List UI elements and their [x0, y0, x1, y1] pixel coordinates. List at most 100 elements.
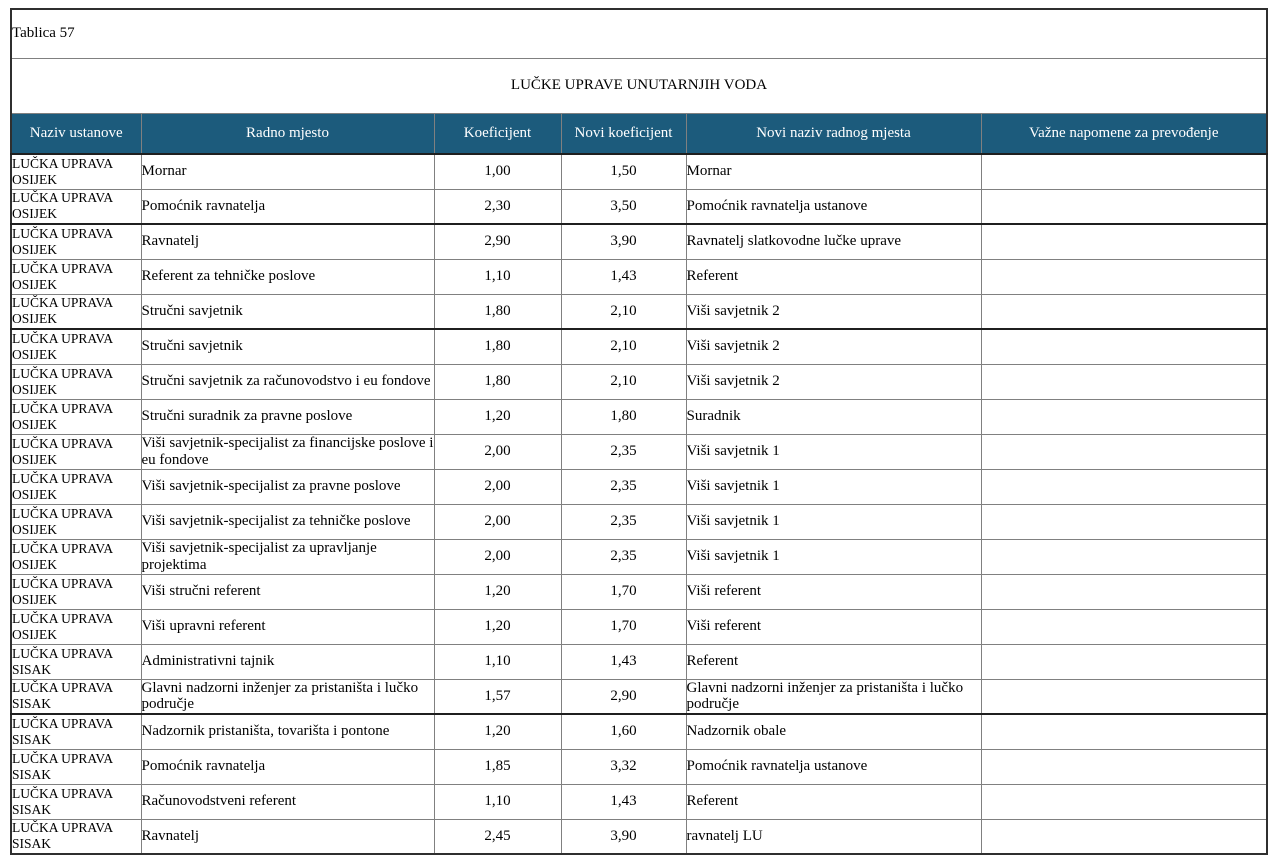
new-coefficient-cell: 2,35: [560, 468, 687, 505]
new-job-title-cell: Viši savjetnik 2: [685, 328, 982, 365]
institution-cell: LUČKA UPRAVA OSIJEK: [10, 573, 142, 610]
coefficient-cell: 1,00: [433, 153, 562, 190]
coefficient-cell: 1,20: [433, 398, 562, 435]
table-label-row: Tablica 57: [10, 8, 1268, 59]
table-row: LUČKA UPRAVA SISAK Administrativni tajnik…: [10, 643, 1268, 680]
notes-cell: [980, 258, 1268, 295]
new-job-title-cell: Viši referent: [685, 573, 982, 610]
institution-cell: LUČKA UPRAVA SISAK: [10, 678, 142, 716]
new-coefficient-cell: 3,50: [560, 188, 687, 225]
coefficient-cell: 1,80: [433, 293, 562, 330]
job-title-cell: Ravnatelj: [140, 818, 435, 855]
job-title-cell: Viši savjetnik-specijalist za financijsk…: [140, 433, 435, 470]
institution-cell: LUČKA UPRAVA SISAK: [10, 643, 142, 680]
notes-cell: [980, 363, 1268, 400]
new-job-title-cell: Viši savjetnik 1: [685, 468, 982, 505]
coefficient-cell: 1,20: [433, 608, 562, 645]
table-label: Tablica 57: [10, 8, 1268, 59]
table-row: LUČKA UPRAVA OSIJEK Stručni savjetnik za …: [10, 363, 1268, 400]
institution-cell: LUČKA UPRAVA OSIJEK: [10, 433, 142, 470]
new-coefficient-cell: 2,35: [560, 503, 687, 540]
table-row: LUČKA UPRAVA OSIJEK Stručni savjetnik 1,80…: [10, 293, 1268, 330]
table-row: LUČKA UPRAVA SISAK Pomoćnik ravnatelja 1,8…: [10, 748, 1268, 785]
column-header-radno-mjesto: Radno mjesto: [140, 112, 435, 155]
new-job-title-cell: Viši savjetnik 2: [685, 293, 982, 330]
job-title-cell: Viši savjetnik-specijalist za tehničke p…: [140, 503, 435, 540]
new-job-title-cell: Glavni nadzorni inženjer za pristaništa …: [685, 678, 982, 716]
new-coefficient-cell: 1,43: [560, 643, 687, 680]
notes-cell: [980, 433, 1268, 470]
new-job-title-cell: Suradnik: [685, 398, 982, 435]
new-coefficient-cell: 2,10: [560, 363, 687, 400]
table-row: LUČKA UPRAVA SISAK Nadzornik pristaništa,…: [10, 713, 1268, 750]
notes-cell: [980, 328, 1268, 365]
institution-cell: LUČKA UPRAVA OSIJEK: [10, 258, 142, 295]
notes-cell: [980, 643, 1268, 680]
coefficient-cell: 1,10: [433, 643, 562, 680]
new-job-title-cell: Referent: [685, 258, 982, 295]
notes-cell: [980, 608, 1268, 645]
new-coefficient-cell: 2,35: [560, 433, 687, 470]
institution-cell: LUČKA UPRAVA OSIJEK: [10, 398, 142, 435]
coefficient-cell: 2,30: [433, 188, 562, 225]
new-job-title-cell: Viši savjetnik 1: [685, 433, 982, 470]
institution-cell: LUČKA UPRAVA OSIJEK: [10, 223, 142, 260]
notes-cell: [980, 678, 1268, 716]
coefficient-cell: 1,20: [433, 713, 562, 750]
institution-cell: LUČKA UPRAVA OSIJEK: [10, 363, 142, 400]
table-row: LUČKA UPRAVA OSIJEK Viši savjetnik-specij…: [10, 503, 1268, 540]
job-title-cell: Mornar: [140, 153, 435, 190]
job-title-cell: Stručni savjetnik: [140, 328, 435, 365]
column-header-naziv-ustanove: Naziv ustanove: [10, 112, 142, 155]
conversion-table: Tablica 57 LUČKE UPRAVE UNUTARNJIH VODA …: [10, 8, 1268, 856]
job-title-cell: Nadzornik pristaništa, tovarišta i ponto…: [140, 713, 435, 750]
institution-cell: LUČKA UPRAVA OSIJEK: [10, 468, 142, 505]
coefficient-cell: 2,00: [433, 538, 562, 575]
new-coefficient-cell: 2,10: [560, 328, 687, 365]
column-header-napomene: Važne napomene za prevođenje: [980, 112, 1268, 155]
job-title-cell: Računovodstveni referent: [140, 783, 435, 820]
new-coefficient-cell: 1,70: [560, 608, 687, 645]
coefficient-cell: 1,20: [433, 573, 562, 610]
column-header-novi-koeficijent: Novi koeficijent: [560, 112, 687, 155]
coefficient-cell: 2,00: [433, 433, 562, 470]
job-title-cell: Glavni nadzorni inženjer za pristaništa …: [140, 678, 435, 716]
coefficient-cell: 2,45: [433, 818, 562, 855]
notes-cell: [980, 573, 1268, 610]
job-title-cell: Viši upravni referent: [140, 608, 435, 645]
new-job-title-cell: Viši savjetnik 2: [685, 363, 982, 400]
institution-cell: LUČKA UPRAVA OSIJEK: [10, 608, 142, 645]
institution-cell: LUČKA UPRAVA OSIJEK: [10, 538, 142, 575]
new-coefficient-cell: 1,43: [560, 783, 687, 820]
new-job-title-cell: Ravnatelj slatkovodne lučke uprave: [685, 223, 982, 260]
job-title-cell: Viši stručni referent: [140, 573, 435, 610]
notes-cell: [980, 468, 1268, 505]
job-title-cell: Viši savjetnik-specijalist za upravljanj…: [140, 538, 435, 575]
new-coefficient-cell: 2,35: [560, 538, 687, 575]
notes-cell: [980, 293, 1268, 330]
new-coefficient-cell: 2,90: [560, 678, 687, 716]
coefficient-cell: 1,10: [433, 258, 562, 295]
notes-cell: [980, 713, 1268, 750]
table-row: LUČKA UPRAVA OSIJEK Referent za tehničke …: [10, 258, 1268, 295]
new-coefficient-cell: 3,90: [560, 223, 687, 260]
table-row: LUČKA UPRAVA OSIJEK Pomoćnik ravnatelja 2,…: [10, 188, 1268, 225]
new-coefficient-cell: 1,70: [560, 573, 687, 610]
table-row: LUČKA UPRAVA OSIJEK Ravnatelj 2,90 3,90 Ravn…: [10, 223, 1268, 260]
table-row: LUČKA UPRAVA OSIJEK Stručni savjetnik 1,80…: [10, 328, 1268, 365]
new-coefficient-cell: 1,80: [560, 398, 687, 435]
job-title-cell: Stručni savjetnik za računovodstvo i eu …: [140, 363, 435, 400]
notes-cell: [980, 503, 1268, 540]
new-job-title-cell: Nadzornik obale: [685, 713, 982, 750]
job-title-cell: Stručni savjetnik: [140, 293, 435, 330]
new-coefficient-cell: 3,90: [560, 818, 687, 855]
table-row: LUČKA UPRAVA SISAK Računovodstveni refere…: [10, 783, 1268, 820]
table-row: LUČKA UPRAVA OSIJEK Viši savjetnik-specij…: [10, 468, 1268, 505]
coefficient-cell: 1,57: [433, 678, 562, 716]
notes-cell: [980, 153, 1268, 190]
coefficient-cell: 1,10: [433, 783, 562, 820]
table-title: LUČKE UPRAVE UNUTARNJIH VODA: [10, 57, 1268, 114]
new-coefficient-cell: 1,43: [560, 258, 687, 295]
job-title-cell: Administrativni tajnik: [140, 643, 435, 680]
job-title-cell: Viši savjetnik-specijalist za pravne pos…: [140, 468, 435, 505]
